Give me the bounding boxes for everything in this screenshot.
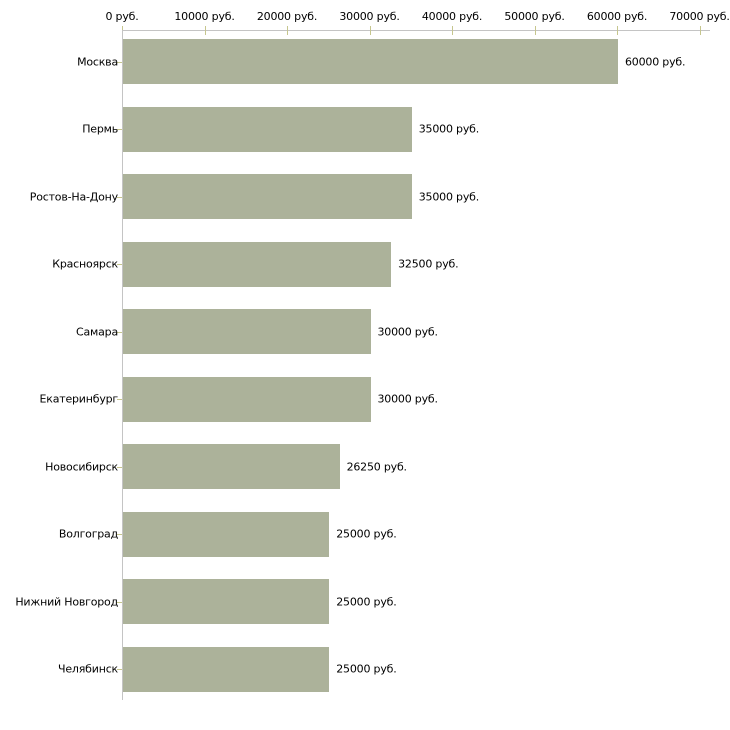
x-axis-tick xyxy=(369,26,371,35)
category-label: Москва xyxy=(77,55,118,68)
bar-value-label: 30000 руб. xyxy=(377,392,438,406)
x-axis-tick-label: 10000 руб. xyxy=(174,10,235,23)
y-axis-line xyxy=(122,30,123,700)
bar-value-label: 25000 руб. xyxy=(336,662,397,676)
x-axis-tick-label: 30000 руб. xyxy=(339,10,400,23)
bar-value-label: 26250 руб. xyxy=(346,460,407,473)
x-axis-tick-label: 50000 руб. xyxy=(504,10,565,23)
category-tick xyxy=(117,196,122,198)
bar xyxy=(123,511,330,557)
bar-value-label: 60000 руб. xyxy=(625,55,686,68)
x-axis-tick-label: 40000 руб. xyxy=(421,10,483,23)
bar-value-label: 35000 руб. xyxy=(418,122,480,136)
category-tick xyxy=(117,534,122,535)
category-label: Новосибирск xyxy=(45,460,118,473)
x-axis-tick xyxy=(617,26,618,35)
bar xyxy=(123,579,330,624)
bar-value-label: 25000 руб. xyxy=(336,595,397,608)
bar xyxy=(123,309,371,354)
x-axis-tick-label: 70000 руб. xyxy=(669,10,730,23)
x-axis-tick xyxy=(287,26,288,35)
bar xyxy=(123,174,412,219)
x-axis-tick xyxy=(452,26,453,35)
category-label: Нижний Новгород xyxy=(15,595,118,608)
category-label: Пермь xyxy=(82,122,118,136)
category-label: Волгоград xyxy=(58,527,118,541)
bar xyxy=(123,646,330,692)
category-tick xyxy=(117,601,122,603)
bar-value-label: 35000 руб. xyxy=(418,190,480,203)
category-label: Челябинск xyxy=(58,662,118,676)
x-axis-tick-label: 0 руб. xyxy=(105,10,139,23)
bar xyxy=(123,39,618,84)
category-label: Екатеринбург xyxy=(39,392,119,406)
bar xyxy=(123,106,412,152)
bar-value-label: 30000 руб. xyxy=(377,325,438,338)
category-label: Ростов-На-Дону xyxy=(29,190,118,203)
category-label: Красноярск xyxy=(52,257,118,271)
x-axis-tick-label: 60000 руб. xyxy=(586,10,648,23)
x-axis-tick-label: 20000 руб. xyxy=(256,10,318,23)
bar-value-label: 25000 руб. xyxy=(336,527,397,541)
category-label: Самара xyxy=(76,325,118,338)
category-tick xyxy=(117,669,122,670)
x-axis-line xyxy=(122,30,710,31)
category-tick xyxy=(117,331,122,333)
category-tick xyxy=(117,466,122,468)
bar xyxy=(123,444,340,489)
category-tick xyxy=(117,264,122,265)
bar xyxy=(123,376,371,422)
category-tick xyxy=(117,399,122,400)
x-axis-tick xyxy=(699,26,701,35)
category-tick xyxy=(117,129,122,130)
category-tick xyxy=(117,61,122,63)
x-axis-tick xyxy=(534,26,536,35)
bar xyxy=(123,241,392,287)
x-axis-tick xyxy=(204,26,206,35)
bar-value-label: 32500 руб. xyxy=(398,257,459,271)
